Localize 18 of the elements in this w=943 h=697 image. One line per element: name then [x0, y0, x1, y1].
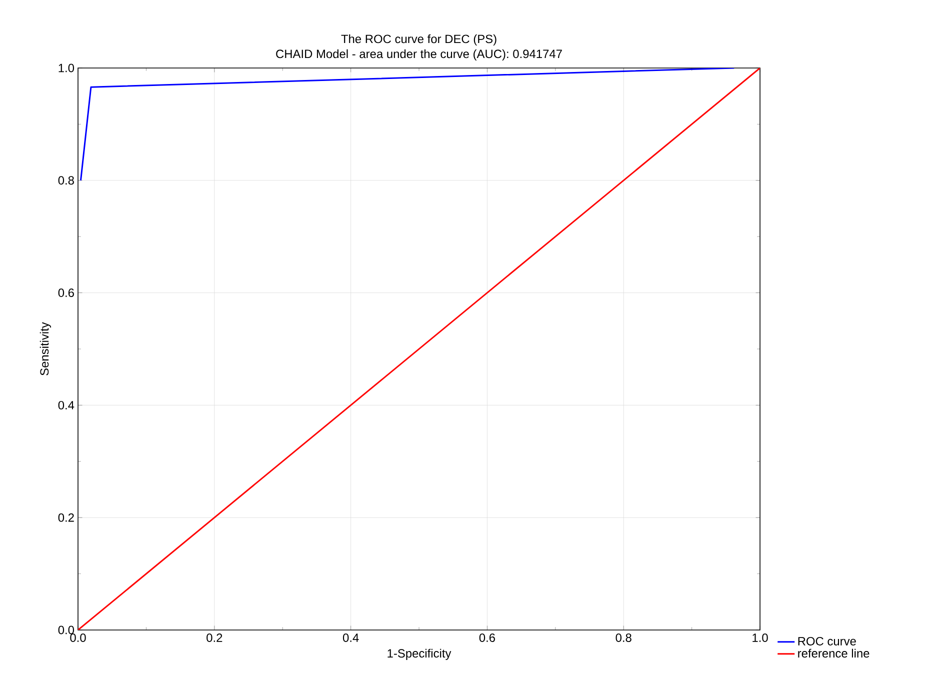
- y-tick-label: 0.2: [58, 513, 74, 522]
- y-axis-title: Sensitivity: [40, 322, 52, 376]
- x-axis-title: 1-Specificity: [388, 648, 452, 660]
- y-tick-label: 0.4: [58, 400, 74, 410]
- x-tick-label: 0.2: [206, 634, 222, 642]
- chart-title: The ROC curve for DEC (PS): [341, 34, 496, 46]
- y-tick-label: 0.6: [58, 288, 74, 298]
- y-tick-label: 0.0: [58, 626, 74, 634]
- x-tick-label: 0.8: [616, 634, 632, 642]
- x-tick-label: 0.4: [342, 634, 359, 642]
- x-tick-label: 0.0: [70, 634, 86, 642]
- legend-label: ROC curve: [798, 636, 856, 646]
- x-tick-label: 0.6: [479, 634, 495, 642]
- chart-subtitle: CHAID Model - area under the curve (AUC): 0.941747: [276, 49, 562, 60]
- y-tick-label: 1.0: [58, 64, 74, 72]
- x-tick-label: 1.0: [752, 634, 768, 642]
- legend-label: reference line: [798, 648, 870, 658]
- y-tick-label: 0.8: [58, 176, 74, 185]
